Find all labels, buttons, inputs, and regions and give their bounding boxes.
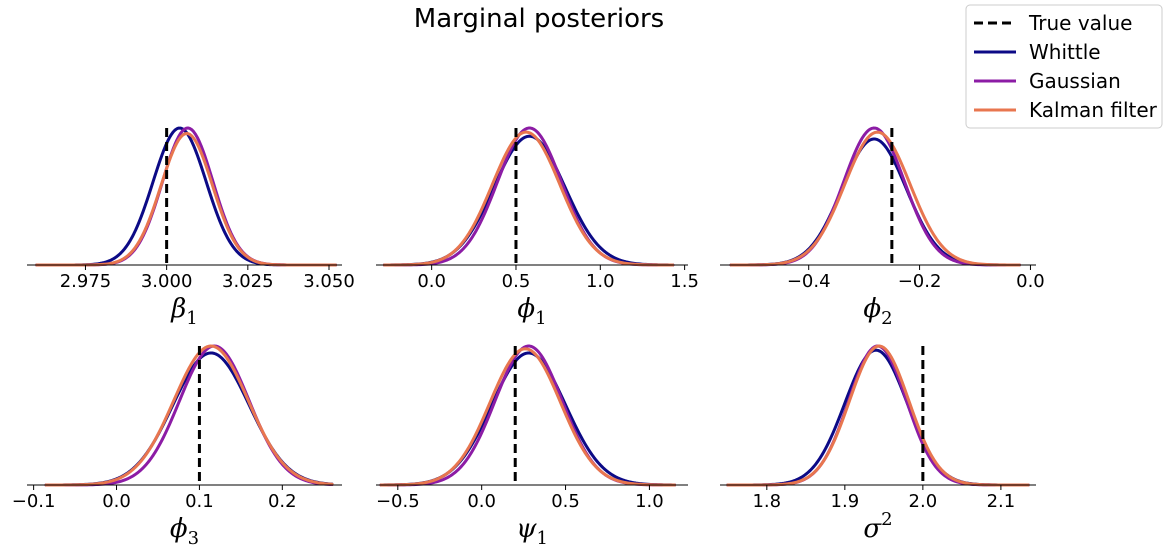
legend-frame (965, 4, 1163, 129)
series-gaussian-curve (382, 126, 675, 267)
x-axis-label: ϕ3 (170, 514, 199, 549)
x-axis-label: ϕ2 (863, 294, 892, 329)
x-tick-label: 1.0 (635, 491, 664, 512)
x-tick-label: 2.0 (909, 491, 938, 512)
x-tick-label: 1.9 (831, 491, 860, 512)
x-tick-label: −0.5 (376, 491, 420, 512)
x-tick-label: 3.000 (141, 271, 193, 292)
series-kalman-filter-curve (35, 132, 338, 267)
x-tick-label: 2.1 (987, 491, 1016, 512)
series-kalman-filter-curve (729, 130, 1021, 267)
x-tick-label: 0.0 (102, 491, 131, 512)
series-kalman-filter-curve (382, 130, 675, 267)
x-tick-label: 0.2 (268, 491, 297, 512)
series-whittle-curve (379, 351, 677, 487)
x-tick-label: 1.8 (752, 491, 781, 512)
legend-label-gaussian: Gaussian (1029, 69, 1121, 93)
x-axis-label: ϕ1 (517, 294, 546, 329)
panel-2: 0.0 0.5 1.0 1.5 ϕ1 (376, 126, 699, 329)
x-axis-label: σ2 (863, 509, 892, 544)
panels: 2.975 3.000 3.025 3.050 β1 0.0 0.5 1.0 1.5 ϕ1 −0.4… (12, 126, 1045, 549)
series-kalman-filter-curve (44, 344, 334, 487)
x-tick-label: 0.0 (1016, 271, 1045, 292)
legend-label-kalman-filter: Kalman filter (1029, 98, 1158, 122)
x-tick-label: 0.0 (467, 491, 496, 512)
legend-label-true-value: True value (1028, 11, 1132, 35)
x-tick-label: 3.025 (222, 271, 274, 292)
series-whittle-curve (726, 348, 1030, 487)
series-whittle-curve (44, 351, 334, 487)
x-tick-label: 3.050 (303, 271, 355, 292)
legend-label-whittle: Whittle (1029, 40, 1101, 64)
series-kalman-filter-curve (379, 347, 677, 487)
panel-4: −0.1 0.0 0.1 0.2 ϕ3 (12, 344, 342, 549)
series-gaussian-curve (379, 344, 677, 487)
x-axis-label: β1 (170, 294, 197, 329)
series-whittle-curve (729, 137, 1021, 267)
x-tick-label: 1.0 (586, 271, 615, 292)
x-tick-label: 0.0 (417, 271, 446, 292)
x-tick-label: −0.1 (12, 491, 56, 512)
x-tick-label: −0.2 (898, 271, 942, 292)
x-tick-label: 1.5 (670, 271, 699, 292)
series-whittle-curve (382, 134, 675, 267)
x-tick-label: 0.5 (551, 491, 580, 512)
x-tick-label: 0.5 (502, 271, 531, 292)
legend: True value Whittle Gaussian Kalman filter (965, 4, 1163, 129)
series-gaussian-curve (729, 126, 1021, 267)
panel-3: −0.4 −0.2 0.0 ϕ2 (720, 126, 1045, 329)
series-gaussian-curve (35, 126, 338, 267)
x-axis-label: ψ1 (516, 514, 548, 549)
series-kalman-filter-curve (726, 344, 1030, 487)
panel-5: −0.5 0.0 0.5 1.0 ψ1 (376, 344, 688, 549)
series-whittle-curve (35, 126, 338, 267)
x-tick-label: 2.975 (60, 271, 112, 292)
figure-title: Marginal posteriors (414, 4, 664, 34)
panel-1: 2.975 3.000 3.025 3.050 β1 (27, 126, 355, 329)
x-tick-label: 0.1 (185, 491, 214, 512)
panel-6: 1.8 1.9 2.0 2.1 σ2 (720, 344, 1036, 544)
x-tick-label: −0.4 (787, 271, 831, 292)
series-gaussian-curve (726, 344, 1030, 487)
